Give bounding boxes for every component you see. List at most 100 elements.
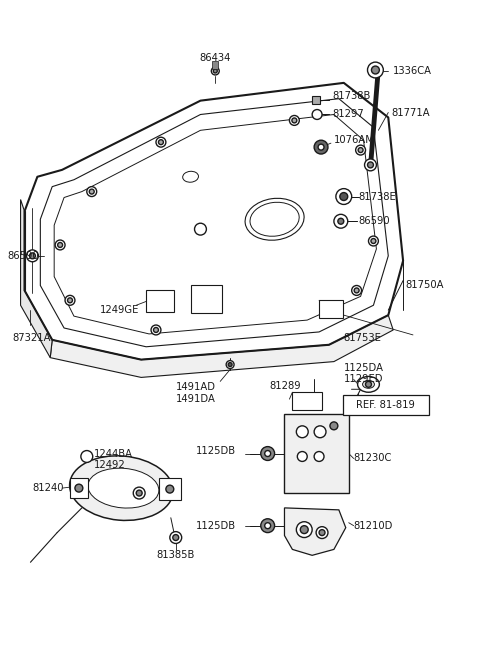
Circle shape	[211, 67, 219, 75]
Circle shape	[312, 109, 322, 119]
Bar	[312, 96, 320, 103]
Ellipse shape	[245, 198, 304, 240]
Text: 81771A: 81771A	[391, 107, 430, 117]
Circle shape	[340, 193, 348, 200]
Ellipse shape	[250, 202, 299, 236]
Circle shape	[261, 447, 275, 460]
Circle shape	[136, 490, 142, 496]
Circle shape	[29, 253, 36, 259]
Bar	[191, 286, 222, 313]
Circle shape	[166, 485, 174, 493]
Circle shape	[55, 240, 65, 250]
Text: 81385B: 81385B	[156, 550, 195, 560]
Circle shape	[300, 526, 308, 534]
Circle shape	[314, 140, 328, 154]
Circle shape	[368, 62, 384, 78]
Circle shape	[170, 532, 182, 544]
Text: 81230C: 81230C	[354, 453, 392, 464]
Circle shape	[75, 484, 83, 492]
Text: 81289: 81289	[270, 381, 301, 391]
Polygon shape	[21, 200, 52, 358]
Text: REF. 81-819: REF. 81-819	[356, 400, 415, 410]
Text: 81750A: 81750A	[405, 280, 444, 290]
Bar	[285, 414, 349, 493]
Circle shape	[65, 295, 75, 305]
Text: 1076AM: 1076AM	[334, 135, 375, 145]
Text: 86590: 86590	[8, 251, 39, 261]
Circle shape	[289, 115, 300, 125]
Bar	[70, 478, 88, 498]
Circle shape	[314, 451, 324, 461]
Circle shape	[330, 422, 338, 430]
Circle shape	[334, 214, 348, 228]
Text: 1244BA: 1244BA	[94, 449, 132, 458]
Circle shape	[338, 218, 344, 224]
Bar	[159, 478, 180, 500]
Circle shape	[364, 159, 376, 171]
Circle shape	[151, 325, 161, 335]
Circle shape	[296, 522, 312, 538]
Circle shape	[336, 189, 352, 204]
Circle shape	[371, 238, 376, 244]
Polygon shape	[50, 315, 393, 377]
Circle shape	[156, 138, 166, 147]
Ellipse shape	[70, 456, 173, 521]
Circle shape	[87, 187, 96, 196]
Circle shape	[318, 144, 324, 150]
FancyBboxPatch shape	[343, 395, 429, 415]
Circle shape	[261, 519, 275, 533]
Bar	[292, 392, 322, 410]
Circle shape	[154, 328, 158, 333]
Ellipse shape	[362, 381, 374, 388]
Circle shape	[296, 426, 308, 438]
Circle shape	[68, 298, 72, 303]
Circle shape	[81, 451, 93, 462]
Ellipse shape	[88, 468, 159, 508]
Text: 81240: 81240	[33, 483, 64, 493]
Circle shape	[158, 140, 163, 145]
Text: 1125DB: 1125DB	[195, 445, 236, 456]
Circle shape	[264, 451, 271, 457]
Ellipse shape	[183, 172, 198, 182]
Circle shape	[213, 69, 217, 73]
Circle shape	[89, 189, 94, 194]
Text: 1249GE: 1249GE	[100, 305, 139, 315]
Circle shape	[369, 236, 378, 246]
Circle shape	[358, 147, 363, 153]
Circle shape	[356, 145, 366, 155]
Polygon shape	[285, 508, 346, 555]
Bar	[212, 61, 218, 69]
Text: 81753E: 81753E	[344, 333, 382, 343]
Circle shape	[352, 286, 361, 295]
Text: 87321A: 87321A	[12, 333, 51, 343]
Circle shape	[314, 426, 326, 438]
Text: 86590: 86590	[359, 216, 390, 226]
Circle shape	[319, 530, 325, 536]
Circle shape	[58, 242, 62, 248]
Circle shape	[264, 523, 271, 529]
Circle shape	[372, 66, 379, 74]
Circle shape	[133, 487, 145, 499]
Text: 81738B: 81738B	[332, 90, 370, 101]
Circle shape	[366, 381, 372, 387]
Text: 12492: 12492	[94, 460, 125, 470]
Text: 1125DB: 1125DB	[195, 521, 236, 531]
Circle shape	[316, 527, 328, 538]
Text: 81738E: 81738E	[359, 191, 396, 202]
Text: 81297: 81297	[332, 109, 364, 119]
Text: 1491AD: 1491AD	[176, 383, 216, 392]
Bar	[146, 290, 174, 312]
Bar	[319, 301, 343, 318]
Circle shape	[297, 451, 307, 461]
Circle shape	[228, 363, 232, 367]
Text: 86434: 86434	[200, 53, 231, 63]
Text: 1336CA: 1336CA	[393, 66, 432, 76]
Text: 1125DA: 1125DA	[344, 362, 384, 373]
Circle shape	[292, 118, 297, 123]
Text: 81210D: 81210D	[354, 521, 393, 531]
Circle shape	[226, 361, 234, 369]
Circle shape	[368, 162, 373, 168]
Circle shape	[354, 288, 359, 293]
Circle shape	[194, 223, 206, 235]
Text: 1491DA: 1491DA	[176, 394, 216, 404]
